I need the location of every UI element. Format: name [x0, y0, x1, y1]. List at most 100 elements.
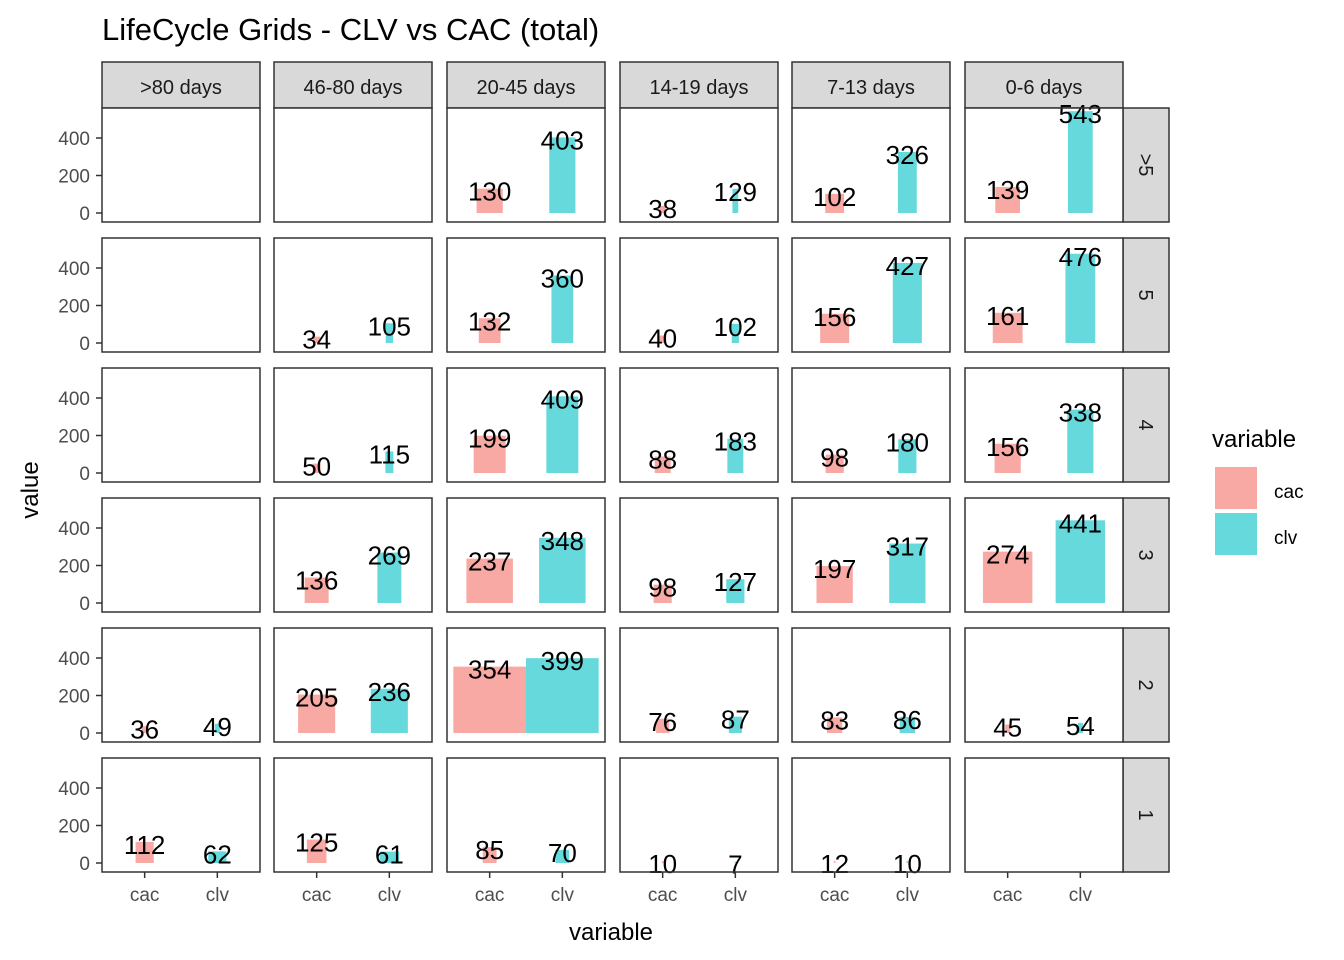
- x-axis-tick-label: clv: [206, 885, 230, 906]
- data-label-cac: 156: [986, 432, 1029, 462]
- legend-swatch-cac: [1215, 467, 1257, 509]
- y-axis-tick-label: 0: [79, 334, 90, 355]
- bar-cac: [482, 847, 497, 863]
- facet-strip-row-label: >5: [1134, 154, 1156, 177]
- y-axis-tick-label: 400: [58, 649, 90, 670]
- facet-panels: >80 days 46-80 days 20-45 days 14-19 days 7-…: [58, 61, 1170, 906]
- facet-strip-row-label: 1: [1134, 809, 1156, 820]
- facet-panel: [792, 238, 950, 352]
- data-label-clv: 129: [714, 177, 757, 207]
- bar-cac: [478, 318, 501, 343]
- data-label-cac: 274: [986, 540, 1029, 570]
- bar-cac: [659, 335, 667, 343]
- facet-strip-row: [1122, 757, 1170, 873]
- facet-panel-border: [791, 237, 951, 353]
- facet-panel-border: [791, 627, 951, 743]
- facet-panel-border: [964, 497, 1124, 613]
- bar-clv: [526, 658, 599, 733]
- facet-panel-border: [619, 237, 779, 353]
- facet-panel-border: [446, 107, 606, 223]
- facet-strip-column: [619, 61, 779, 109]
- facet-strip-row: [1122, 367, 1170, 483]
- bar-cac: [466, 558, 513, 603]
- facet-strip-column: [446, 61, 606, 109]
- facet-panel-border: [964, 367, 1124, 483]
- y-axis-tick-label: 200: [58, 167, 90, 188]
- data-label-clv: 427: [886, 251, 929, 281]
- data-label-cac: 139: [986, 175, 1029, 205]
- facet-panel-border: [101, 237, 261, 353]
- facet-strip-row: [1122, 107, 1170, 223]
- facet-panel: [620, 758, 778, 872]
- y-axis-tick-label: 400: [58, 259, 90, 280]
- facet-panel-border: [273, 757, 433, 873]
- y-axis-tick-label: 400: [58, 389, 90, 410]
- y-axis-tick-label: 200: [58, 687, 90, 708]
- facet-panel-border: [273, 627, 433, 743]
- facet-panel-border: [446, 627, 606, 743]
- bar-cac: [476, 188, 503, 213]
- bar-clv: [208, 851, 227, 863]
- facet-panel: [447, 238, 605, 352]
- facet-panel-border: [101, 757, 261, 873]
- bar-clv: [728, 716, 742, 733]
- data-label-cac: 98: [648, 573, 677, 603]
- facet-panel: [102, 368, 260, 482]
- facet-panel: [965, 628, 1123, 742]
- data-label-clv: 49: [203, 712, 232, 742]
- facet-panel: [447, 758, 605, 872]
- legend-label-cac: cac: [1274, 482, 1304, 503]
- data-label-clv: 360: [541, 264, 584, 294]
- facet-panel: [620, 498, 778, 612]
- bar-clv: [898, 439, 917, 473]
- facet-strip-column-label: 0-6 days: [1006, 77, 1083, 99]
- facet-panel-border: [619, 107, 779, 223]
- data-label-clv: 543: [1059, 99, 1102, 129]
- facet-panel-border: [446, 757, 606, 873]
- data-label-clv: 62: [203, 839, 232, 869]
- bar-clv: [726, 579, 745, 603]
- bar-cac: [820, 313, 850, 343]
- data-label-clv: 86: [893, 705, 922, 735]
- y-axis-tick-label: 400: [58, 779, 90, 800]
- data-label-clv: 269: [368, 541, 411, 571]
- facet-panel: [447, 368, 605, 482]
- y-axis-tick-label: 200: [58, 817, 90, 838]
- bar-cac: [825, 193, 845, 213]
- bar-cac: [656, 718, 670, 733]
- bar-cac: [304, 577, 329, 603]
- facet-panel-border: [964, 757, 1124, 873]
- legend: variable cac clv: [1212, 426, 1304, 555]
- bar-clv: [546, 396, 579, 473]
- bar-clv: [1055, 520, 1106, 603]
- bar-cac: [1005, 724, 1011, 733]
- bar-clv: [732, 188, 739, 213]
- data-label-clv: 317: [886, 532, 929, 562]
- bar-clv: [555, 849, 570, 863]
- data-label-clv: 180: [886, 427, 929, 457]
- y-axis-tick-label: 200: [58, 557, 90, 578]
- facet-panel: [965, 238, 1123, 352]
- x-axis-tick-label: clv: [378, 885, 402, 906]
- bar-clv: [727, 438, 744, 473]
- y-axis-tick-label: 0: [79, 464, 90, 485]
- facet-panel: [620, 628, 778, 742]
- facet-strip-column: [964, 61, 1124, 109]
- facet-panel: [274, 498, 432, 612]
- data-label-cac: 50: [302, 452, 331, 482]
- y-axis-tick-label: 0: [79, 854, 90, 875]
- bar-clv: [906, 861, 909, 863]
- x-axis-tick-label: cac: [993, 885, 1023, 906]
- bar-clv: [549, 137, 576, 213]
- facet-panel-border: [101, 367, 261, 483]
- facet-panel: [102, 108, 260, 222]
- facet-panel-border: [619, 367, 779, 483]
- bar-cac: [995, 186, 1021, 213]
- data-label-cac: 205: [295, 683, 338, 713]
- bar-clv: [385, 323, 393, 343]
- facet-panel-border: [964, 627, 1124, 743]
- data-label-cac: 161: [986, 301, 1029, 331]
- facet-strip-column-label: 20-45 days: [477, 77, 576, 99]
- bar-clv: [1067, 111, 1093, 213]
